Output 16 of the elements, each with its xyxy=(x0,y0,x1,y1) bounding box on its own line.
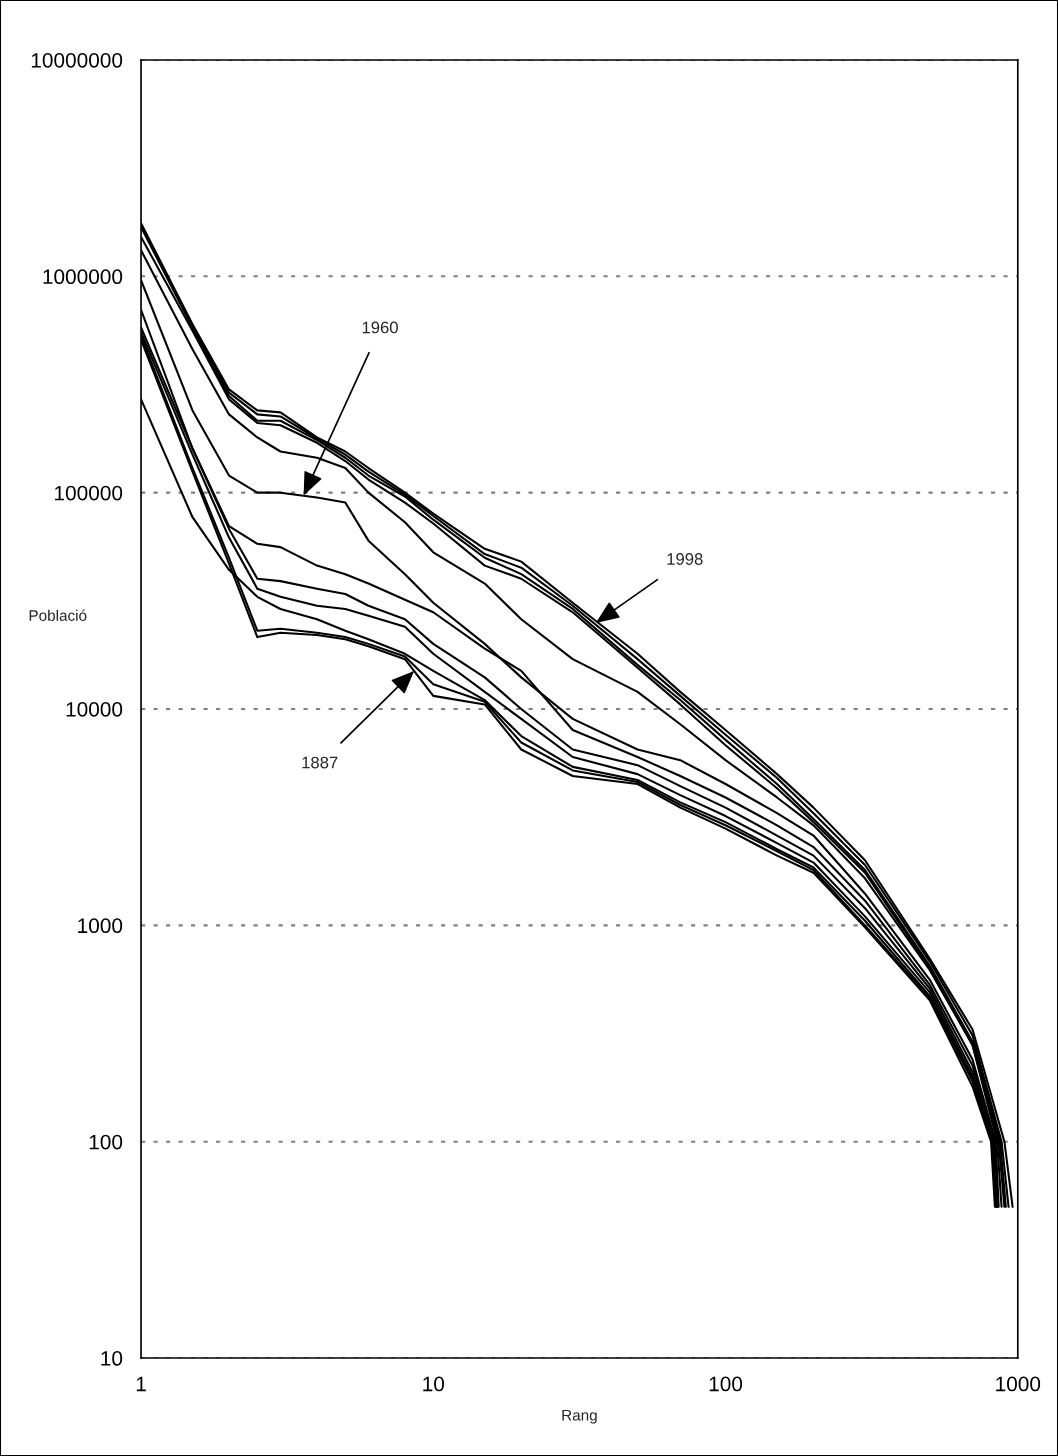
x-tick-label: 1000 xyxy=(996,1376,1041,1392)
y-tick-label: 10000000 xyxy=(31,52,123,68)
y-tick-label: 10000 xyxy=(66,702,123,717)
y-tick-label: 1000000 xyxy=(43,269,123,285)
x-tick-label: 1 xyxy=(136,1376,146,1392)
y-tick-label: 1000 xyxy=(78,918,123,934)
annotation: 1960 xyxy=(362,321,398,334)
x-tick-label: 100 xyxy=(709,1376,743,1392)
y-tick-label: 100000 xyxy=(55,485,123,501)
y-tick-label: 10 xyxy=(101,1351,123,1366)
y-tick-label: 100 xyxy=(89,1134,123,1150)
x-tick-label: 10 xyxy=(423,1376,445,1392)
x-axis-title: Rang xyxy=(562,1409,597,1424)
annotation: 1998 xyxy=(667,553,703,565)
y-axis-title: Població xyxy=(29,609,87,621)
annotation: 1887 xyxy=(302,756,338,769)
